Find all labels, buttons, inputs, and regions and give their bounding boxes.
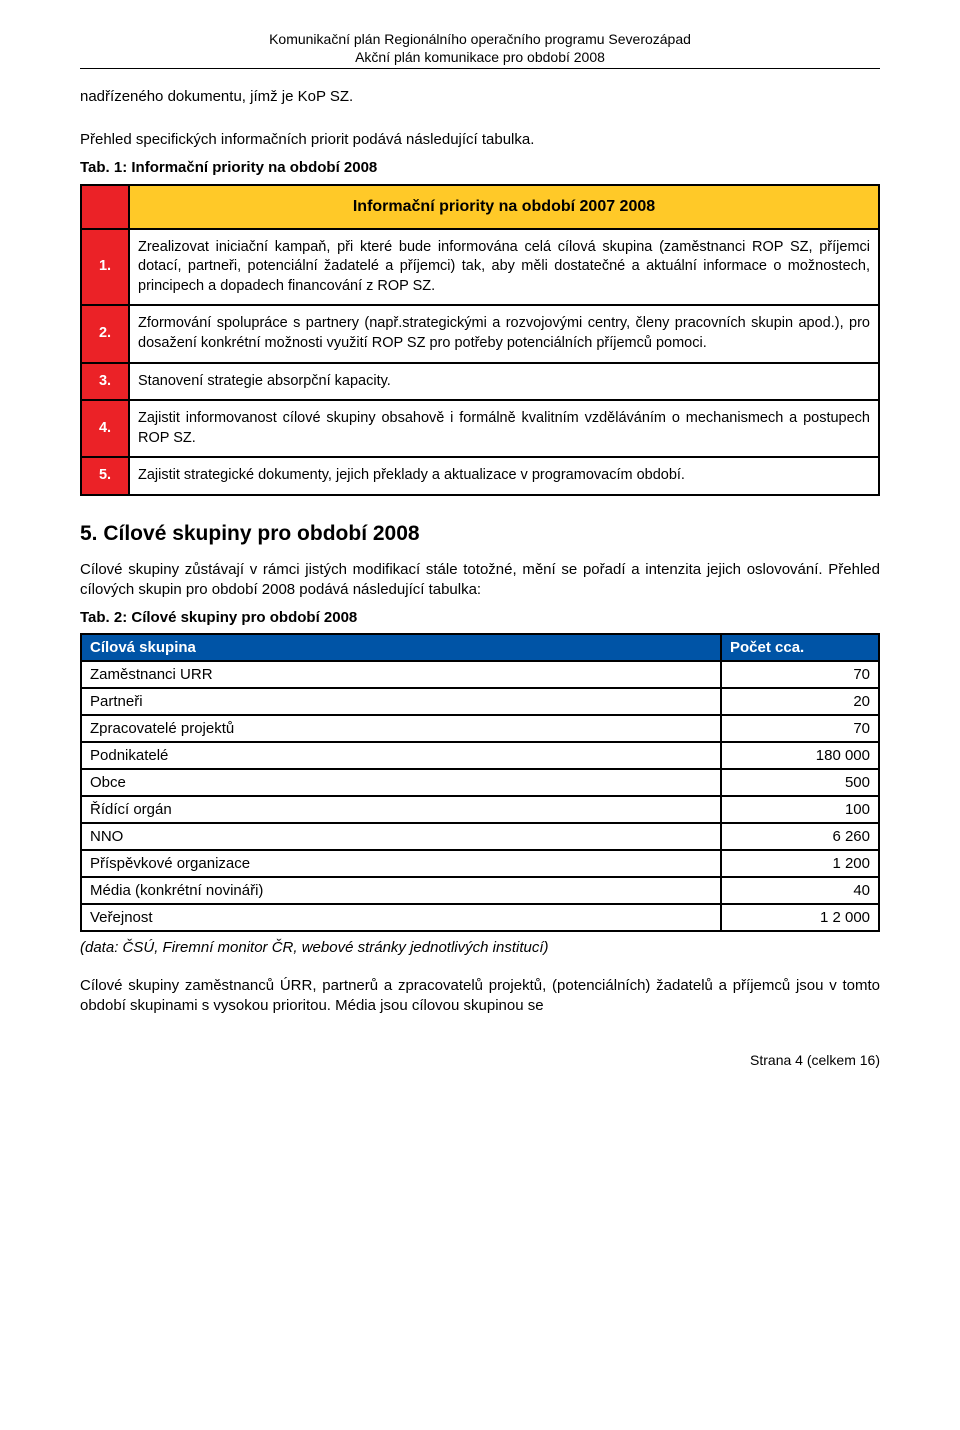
table-row: 3. Stanovení strategie absorpční kapacit… — [81, 363, 879, 401]
info-priority-table: Informační priority na období 2007 2008 … — [80, 184, 880, 496]
header-rule — [80, 68, 880, 69]
group-count: 70 — [721, 715, 879, 742]
table-row: Veřejnost 1 2 000 — [81, 904, 879, 931]
table-row: Příspěvkové organizace 1 200 — [81, 850, 879, 877]
header-line-2: Akční plán komunikace pro období 2008 — [80, 48, 880, 66]
trailing-para: Cílové skupiny zaměstnanců ÚRR, partnerů… — [80, 976, 880, 1017]
group-count: 6 260 — [721, 823, 879, 850]
group-name: Veřejnost — [81, 904, 721, 931]
group-name: Zpracovatelé projektů — [81, 715, 721, 742]
table-row: 5. Zajistit strategické dokumenty, jejic… — [81, 457, 879, 495]
row-text: Zajistit informovanost cílové skupiny ob… — [129, 400, 879, 457]
group-name: Partneři — [81, 688, 721, 715]
table-row: Partneři 20 — [81, 688, 879, 715]
row-num: 2. — [81, 305, 129, 362]
group-count: 100 — [721, 796, 879, 823]
table-row: Řídící orgán 100 — [81, 796, 879, 823]
tab2-h1: Cílová skupina — [81, 634, 721, 661]
row-text: Zajistit strategické dokumenty, jejich p… — [129, 457, 879, 495]
group-name: Obce — [81, 769, 721, 796]
row-text: Stanovení strategie absorpční kapacity. — [129, 363, 879, 401]
group-count: 1 200 — [721, 850, 879, 877]
target-groups-table: Cílová skupina Počet cca. Zaměstnanci UR… — [80, 633, 880, 932]
group-count: 40 — [721, 877, 879, 904]
row-num: 4. — [81, 400, 129, 457]
group-name: Řídící orgán — [81, 796, 721, 823]
table-row: 2. Zformování spolupráce s partnery (nap… — [81, 305, 879, 362]
group-name: Podnikatelé — [81, 742, 721, 769]
group-count: 70 — [721, 661, 879, 688]
table-row: 4. Zajistit informovanost cílové skupiny… — [81, 400, 879, 457]
page-footer: Strana 4 (celkem 16) — [80, 1052, 880, 1068]
section-5-heading: 5. Cílové skupiny pro období 2008 — [80, 522, 880, 546]
page-header: Komunikační plán Regionálního operačního… — [80, 30, 880, 66]
group-count: 500 — [721, 769, 879, 796]
table-row: NNO 6 260 — [81, 823, 879, 850]
tab1-title: Informační priority na období 2007 2008 — [129, 185, 879, 229]
data-source-note: (data: ČSÚ, Firemní monitor ČR, webové s… — [80, 938, 880, 958]
section-5-p1: Cílové skupiny zůstávají v rámci jistých… — [80, 560, 880, 601]
tab1-header-lead — [81, 185, 129, 229]
intro-para-2: Přehled specifických informačních priori… — [80, 130, 880, 150]
row-text: Zrealizovat iniciační kampaň, při které … — [129, 229, 879, 306]
group-count: 180 000 — [721, 742, 879, 769]
intro-para-1: nadřízeného dokumentu, jímž je KoP SZ. — [80, 87, 880, 107]
group-count: 20 — [721, 688, 879, 715]
tab2-h2: Počet cca. — [721, 634, 879, 661]
row-num: 1. — [81, 229, 129, 306]
tab1-caption: Tab. 1: Informační priority na období 20… — [80, 158, 880, 178]
group-name: Zaměstnanci URR — [81, 661, 721, 688]
header-line-1: Komunikační plán Regionálního operačního… — [80, 30, 880, 48]
table-row: Zaměstnanci URR 70 — [81, 661, 879, 688]
table-row: 1. Zrealizovat iniciační kampaň, při kte… — [81, 229, 879, 306]
row-num: 3. — [81, 363, 129, 401]
group-count: 1 2 000 — [721, 904, 879, 931]
group-name: NNO — [81, 823, 721, 850]
table-row: Podnikatelé 180 000 — [81, 742, 879, 769]
table-row: Média (konkrétní novináři) 40 — [81, 877, 879, 904]
table-row: Zpracovatelé projektů 70 — [81, 715, 879, 742]
group-name: Média (konkrétní novináři) — [81, 877, 721, 904]
row-num: 5. — [81, 457, 129, 495]
row-text: Zformování spolupráce s partnery (např.s… — [129, 305, 879, 362]
tab2-caption: Tab. 2: Cílové skupiny pro období 2008 — [80, 608, 880, 628]
table-row: Obce 500 — [81, 769, 879, 796]
group-name: Příspěvkové organizace — [81, 850, 721, 877]
